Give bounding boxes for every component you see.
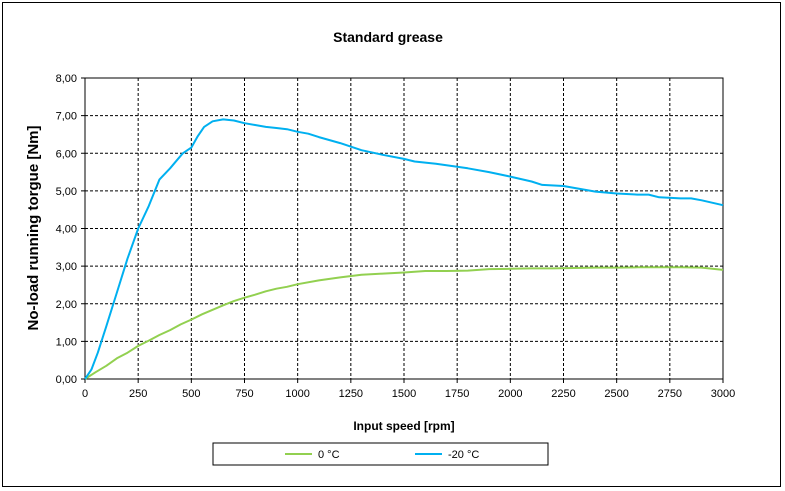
x-axis-ticks: 0 250 500 750 1000 1250 1500 1750 2000 2250 2500 27… (82, 379, 735, 400)
x-axis-label: Input speed [rpm] (353, 419, 454, 433)
x-tick-label: 1250 (339, 388, 363, 400)
series-lines (84, 118, 724, 380)
x-tick-label: 2500 (604, 388, 628, 400)
x-tick-label: 3000 (711, 388, 735, 400)
y-tick-label: 6,00 (56, 148, 77, 160)
legend-label-minus20c: -20 °C (448, 449, 479, 461)
y-tick-label: 2,00 (56, 299, 77, 311)
x-tick-label: 250 (129, 388, 147, 400)
chart-title: Standard grease (333, 29, 443, 45)
legend-label-0c: 0 °C (318, 449, 340, 461)
x-tick-label: 1500 (392, 388, 416, 400)
y-tick-label: 3,00 (56, 261, 77, 273)
y-axis-ticks: 0,00 1,00 2,00 3,00 4,00 5,00 6,00 7,00 8,00 (56, 73, 85, 386)
x-tick-label: 1000 (285, 388, 309, 400)
x-tick-label: 500 (182, 388, 200, 400)
x-tick-label: 1750 (445, 388, 469, 400)
x-tick-label: 0 (82, 388, 88, 400)
grid (84, 77, 724, 380)
x-tick-label: 2000 (498, 388, 522, 400)
x-tick-label: 750 (235, 388, 253, 400)
y-tick-label: 4,00 (56, 224, 77, 236)
legend-box (212, 442, 549, 466)
series-line-minus20c (84, 118, 724, 380)
y-axis-label: No-load running torgue [Nm] (25, 126, 42, 331)
x-tick-label: 2750 (658, 388, 682, 400)
x-tick-label: 2250 (551, 388, 575, 400)
y-tick-label: 5,00 (56, 186, 77, 198)
y-tick-label: 8,00 (56, 73, 77, 85)
y-tick-label: 1,00 (56, 336, 77, 348)
y-tick-label: 7,00 (56, 111, 77, 123)
legend: 0 °C -20 °C (212, 442, 549, 466)
y-tick-label: 0,00 (56, 374, 77, 386)
series-line-0c (84, 266, 724, 380)
